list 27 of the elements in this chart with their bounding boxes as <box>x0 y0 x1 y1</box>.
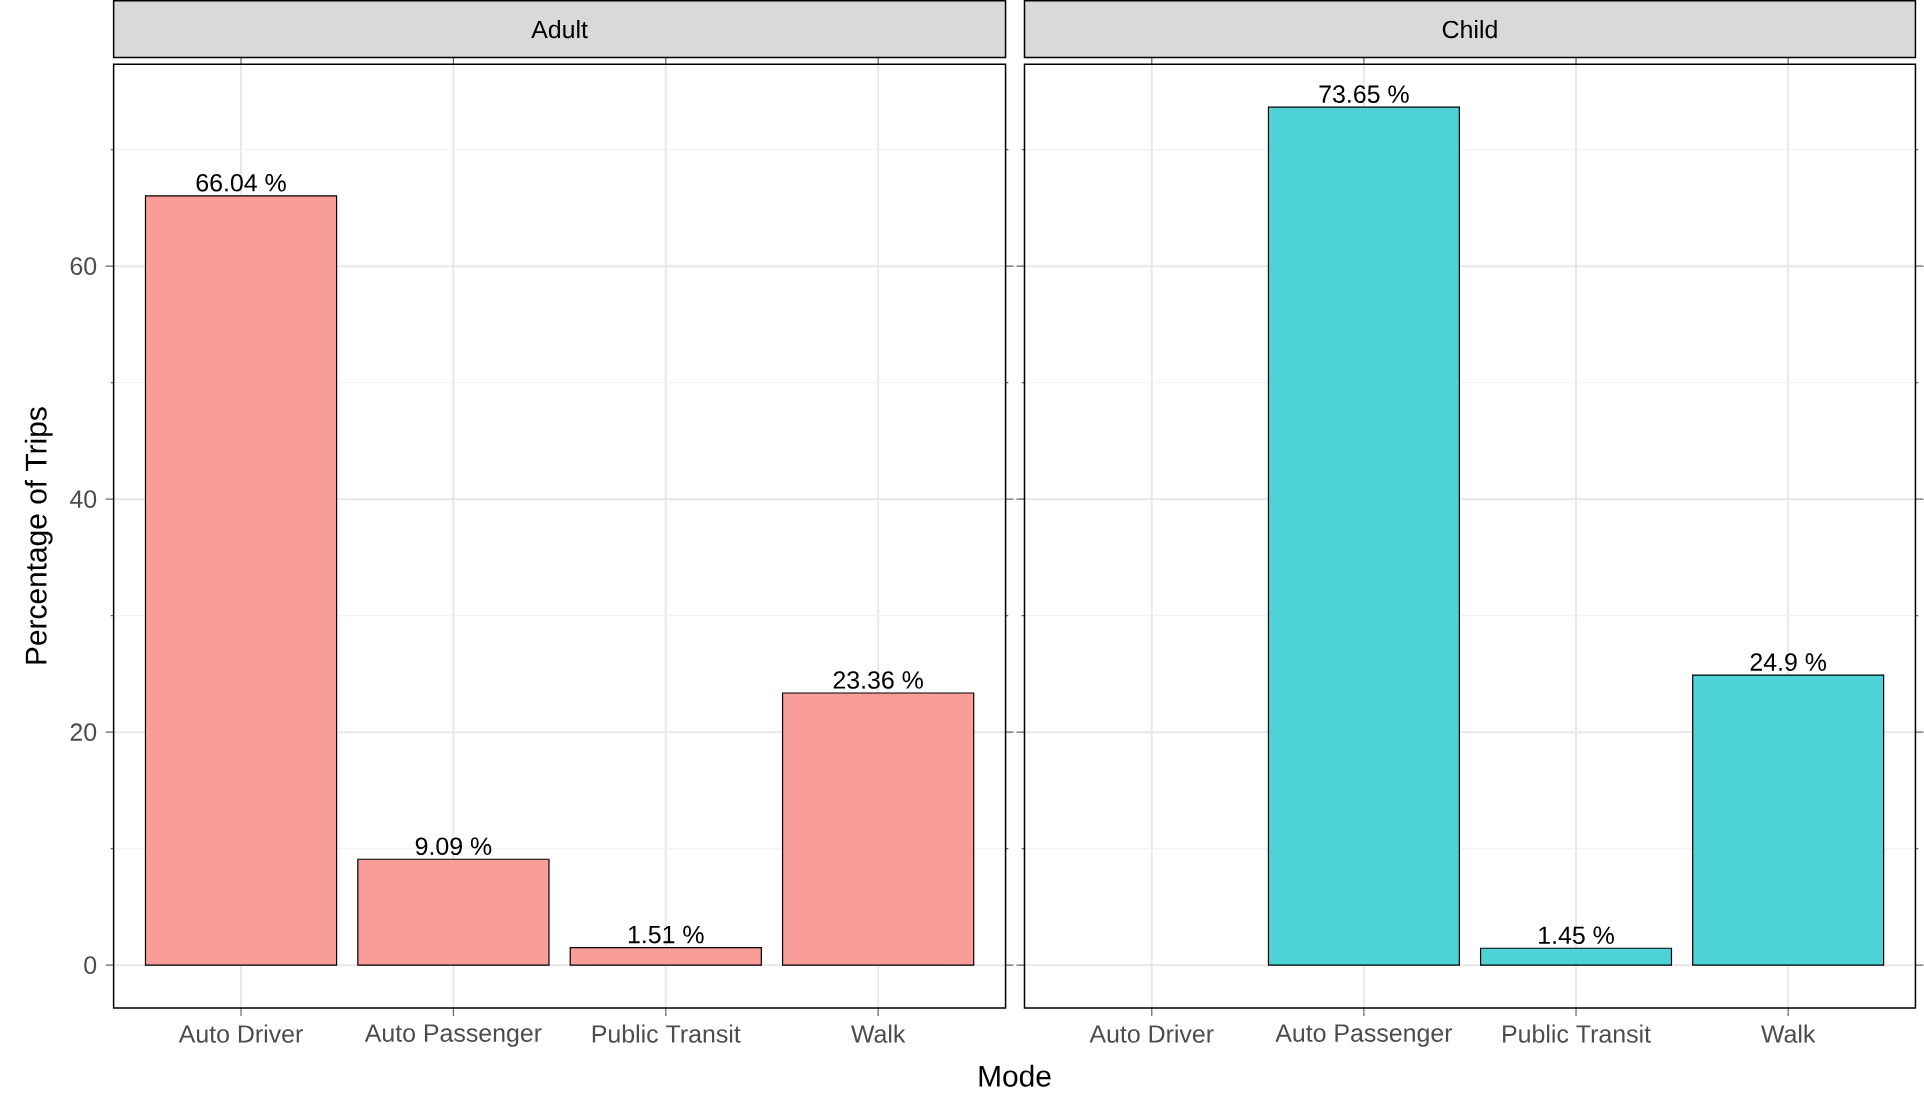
y-tick-label: 0 <box>84 956 97 975</box>
chart-title: Child <box>1442 20 1497 39</box>
x-tick-label: Auto Driver <box>178 1024 303 1043</box>
bar <box>144 195 338 966</box>
x-tick-label: Public Transit <box>592 1024 741 1043</box>
y-tick-label: 40 <box>70 490 97 509</box>
data-label: 9.09 % <box>415 837 492 856</box>
bar <box>781 692 975 966</box>
data-label: 1.51 % <box>628 925 704 944</box>
x-tick-label: Auto Passenger <box>364 1024 542 1047</box>
y-tick-label: 20 <box>70 723 97 742</box>
bar <box>569 947 762 966</box>
data-label: 73.65 % <box>1319 85 1409 104</box>
data-label: 1.45 % <box>1539 926 1614 945</box>
x-tick-label: Auto Driver <box>1089 1024 1214 1043</box>
y-axis-title: Percentage of Trips <box>24 407 53 664</box>
bar <box>357 858 550 966</box>
x-tick-label: Walk <box>851 1024 906 1043</box>
x-tick-label: Auto Passenger <box>1275 1024 1453 1047</box>
x-tick-label: Walk <box>1761 1024 1816 1043</box>
data-label: 24.9 % <box>1750 653 1827 672</box>
data-label: 66.04 % <box>196 174 286 192</box>
x-axis-title: Mode <box>979 1064 1051 1087</box>
x-tick-label: Public Transit <box>1503 1024 1651 1043</box>
chart-title: Adult <box>531 20 588 39</box>
y-tick-label: 60 <box>70 257 97 276</box>
data-label: 23.36 % <box>833 671 923 689</box>
